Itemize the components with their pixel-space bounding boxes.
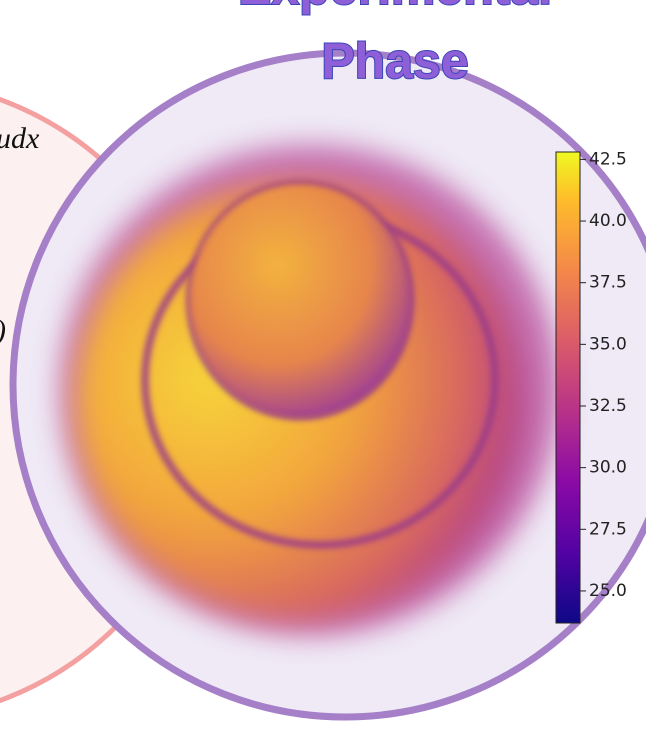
phase-image [60,145,560,635]
title-line: Experimental [238,0,552,15]
title-line: Phase [321,33,468,89]
tick-label: 35.0 [589,334,627,354]
math-fragment: udx [0,122,40,155]
math-fragment: ) [0,314,6,347]
colorbar [555,151,581,624]
tick-label: 42.5 [589,149,627,169]
tick-label: 27.5 [589,519,627,539]
tick-label: 30.0 [589,458,627,478]
tick-label: 25.0 [589,581,627,601]
tick-label: 40.0 [589,211,627,231]
tick-label: 32.5 [589,396,627,416]
tick-label: 37.5 [589,273,627,293]
